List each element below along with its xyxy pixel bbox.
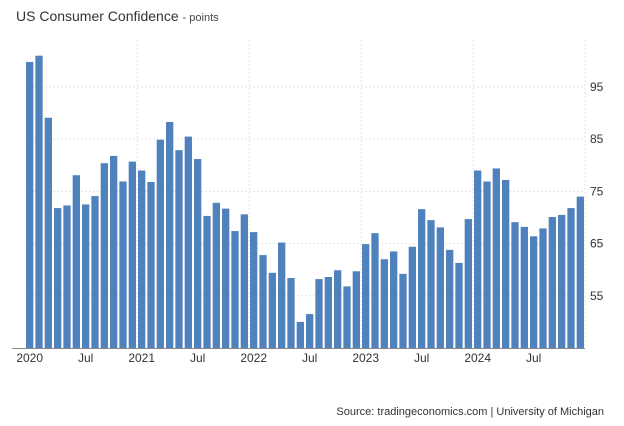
bar [212,202,220,348]
bar [362,244,370,348]
y-tick-label: 55 [590,289,604,303]
bar [455,262,463,348]
bar [119,181,127,348]
bar [268,272,276,348]
source-note: Source: tradingeconomics.com | Universit… [336,406,604,418]
grid-lines [25,40,586,348]
bar [296,321,304,348]
bar [567,208,575,348]
bar [194,159,202,348]
bar [324,277,332,348]
bar [539,228,547,348]
bar [334,270,342,348]
bar [315,279,323,348]
bar [492,168,500,348]
bar [343,286,351,348]
bar [436,227,444,348]
bar [91,196,99,348]
bar [408,246,416,348]
bar [82,204,90,348]
bar [231,231,239,348]
bar [100,163,108,348]
bar [156,139,164,348]
bar [72,175,80,348]
bar [250,232,258,348]
y-tick-label: 65 [590,237,604,251]
bar [147,181,155,348]
bar [352,271,360,348]
x-tick-label: Jul [78,351,93,365]
x-tick-label: 2024 [464,351,491,365]
x-tick-label: Jul [526,351,541,365]
bar [44,117,52,348]
y-tick-label: 95 [590,80,604,94]
bar [166,121,174,349]
bar [110,155,118,348]
bar [222,208,230,348]
bar [54,208,62,348]
bars [26,55,584,349]
bar [558,214,566,348]
y-tick-label: 85 [590,132,604,146]
bar [380,259,388,348]
x-tick-label: Jul [414,351,429,365]
bar [548,216,556,348]
x-tick-label: 2020 [16,351,43,365]
x-tick-label: Jul [190,351,205,365]
bar [427,220,435,348]
x-tick-label: 2021 [128,351,155,365]
bar [138,170,146,348]
x-tick-label: 2023 [352,351,379,365]
bar [371,233,379,348]
bar [306,314,314,348]
bar [390,251,398,348]
bar [511,222,519,348]
bar [446,249,454,348]
bar [63,205,71,348]
bar [240,214,248,348]
bar [287,278,295,348]
bar [259,255,267,348]
bar [184,136,192,348]
bar [464,219,472,348]
y-tick-label: 75 [590,184,604,198]
bar [418,209,426,348]
bar [399,273,407,348]
x-tick-label: Jul [302,351,317,365]
chart-title-block: US Consumer Confidence - points [16,8,219,24]
bar [35,55,43,348]
axes: 55 65 75 85 95 2020 Jul 2021 Jul 2022 Jul 2023 Jul 20… [12,80,604,365]
bar [483,181,491,348]
bar [530,236,538,348]
bar [520,226,528,348]
x-tick-label: 2022 [240,351,267,365]
bar [576,196,584,348]
chart-title: US Consumer Confidence [16,8,179,24]
bar [203,215,211,348]
bar [502,179,510,348]
bar [26,61,34,349]
bar [175,150,183,348]
bar [278,242,286,348]
bar [474,170,482,348]
chart-unit-text: points [189,12,219,24]
bar [128,161,136,348]
chart-unit: - points [182,12,219,24]
